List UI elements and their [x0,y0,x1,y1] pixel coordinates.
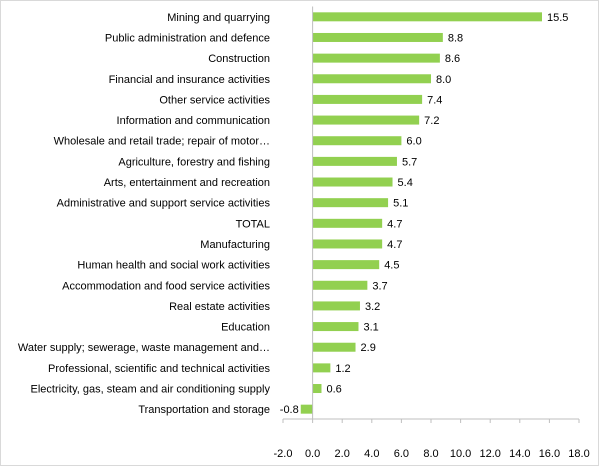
category-label: Other service activities [159,94,270,106]
data-label: 2.9 [361,342,376,354]
data-label: 3.2 [365,301,380,313]
bar [312,177,393,187]
bar [312,384,322,394]
category-label: Arts, entertainment and recreation [104,177,270,189]
x-tick-label: 14.0 [509,448,530,460]
x-tick-label: 0.0 [305,448,320,460]
bar [312,74,431,84]
data-label: 8.6 [445,53,460,65]
data-label: 8.8 [448,32,463,44]
bar [312,156,397,166]
category-label: Financial and insurance activities [109,74,271,86]
bar [312,136,402,146]
data-label: 5.4 [398,177,413,189]
data-label: 7.2 [424,115,439,127]
x-tick-label: 18.0 [568,448,589,460]
category-label: Accommodation and food service activitie… [62,280,270,292]
data-label: 8.0 [436,74,451,86]
data-label: 3.1 [363,322,378,334]
category-label: Agriculture, forestry and fishing [118,156,270,168]
category-label: Construction [208,53,270,65]
data-label: 7.4 [427,94,442,106]
data-label: 5.7 [402,156,417,168]
data-label: 0.6 [326,384,341,396]
bar [312,301,360,311]
category-label: Manufacturing [200,239,270,251]
data-label: 1.2 [335,363,350,375]
category-label: TOTAL [236,218,270,230]
x-tick-label: 16.0 [539,448,560,460]
data-label: 4.7 [387,218,402,230]
category-label: Transportation and storage [138,404,270,416]
x-tick-label: 4.0 [364,448,379,460]
bar [312,342,356,352]
bar [312,322,359,332]
category-label: Mining and quarrying [167,12,270,24]
x-tick-label: -2.0 [274,448,293,460]
bar [312,363,331,373]
category-label: Public administration and defence [105,32,270,44]
category-label: Electricity, gas, steam and air conditio… [31,384,271,396]
bar [312,239,383,249]
bar [312,12,542,22]
data-label: 5.1 [393,198,408,210]
category-label: Information and communication [117,115,270,127]
bar [312,94,423,104]
bar [312,280,368,290]
x-tick-label: 10.0 [450,448,471,460]
category-label: Water supply; sewerage, waste management… [18,342,270,354]
bar [312,260,380,270]
x-tick-label: 12.0 [479,448,500,460]
category-label: Wholesale and retail trade; repair of mo… [54,136,270,148]
data-label: 6.0 [406,136,421,148]
bar [312,218,383,228]
x-tick-label: 2.0 [335,448,350,460]
data-label: -0.8 [280,404,299,416]
category-label: Education [221,322,270,334]
data-label: 3.7 [372,280,387,292]
data-label: 4.5 [384,260,399,272]
bar [312,198,389,208]
bar [312,53,440,63]
data-label: 15.5 [547,12,568,24]
category-label: Real estate activities [169,301,270,313]
bar [312,32,443,42]
x-tick-label: 6.0 [394,448,409,460]
category-label: Professional, scientific and technical a… [48,363,270,375]
category-label: Human health and social work activities [77,260,270,272]
x-tick-label: 8.0 [423,448,438,460]
data-label: 4.7 [387,239,402,251]
bar [312,115,420,125]
bar [300,404,313,414]
category-label: Administrative and support service activ… [57,198,271,210]
